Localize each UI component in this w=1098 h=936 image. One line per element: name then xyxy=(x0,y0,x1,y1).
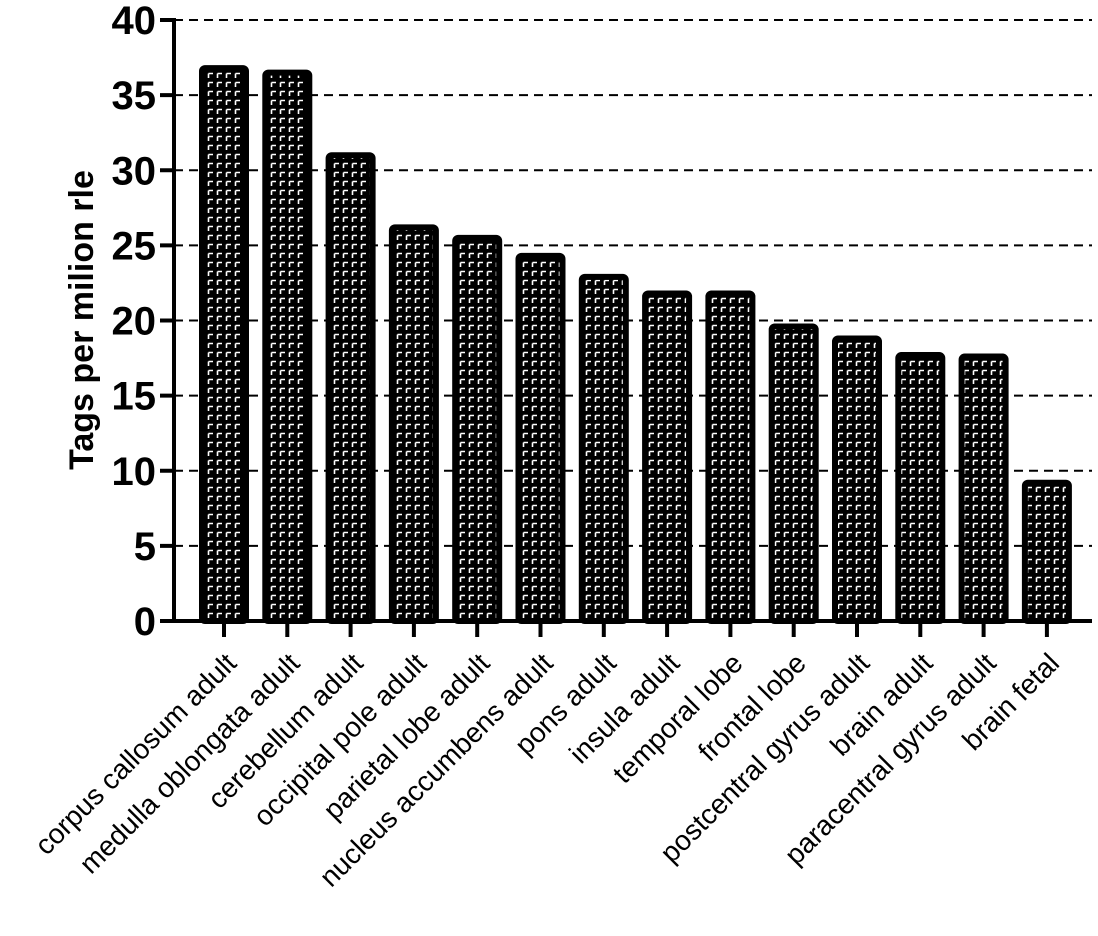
y-tick-label: 40 xyxy=(112,0,157,43)
y-tick-label: 5 xyxy=(134,525,156,569)
y-tick-label: 20 xyxy=(112,300,157,344)
bar xyxy=(705,290,756,624)
bar xyxy=(578,273,629,624)
bar xyxy=(325,152,376,624)
y-tick-label: 15 xyxy=(112,375,157,419)
bar xyxy=(388,224,439,624)
bar xyxy=(895,352,946,624)
bar xyxy=(832,335,882,624)
y-axis-title: Tags per milion rle xyxy=(63,170,101,470)
y-tick-label: 0 xyxy=(134,600,156,644)
bar xyxy=(768,323,819,624)
y-tick-label: 35 xyxy=(112,74,157,118)
bar xyxy=(199,65,249,624)
bar xyxy=(642,290,693,624)
bar xyxy=(515,252,566,625)
y-ticks: 0 5 10 15 20 25 30 35 40 xyxy=(112,0,174,644)
bar xyxy=(262,69,313,624)
bar xyxy=(452,234,503,625)
bar xyxy=(958,353,1009,624)
bars xyxy=(199,65,1072,625)
y-tick-label: 30 xyxy=(112,149,157,193)
bar xyxy=(1021,479,1072,624)
y-tick-label: 25 xyxy=(112,224,157,268)
y-tick-label: 10 xyxy=(112,450,157,494)
